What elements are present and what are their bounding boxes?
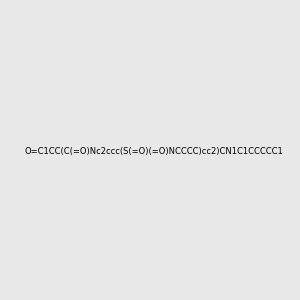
Text: O=C1CC(C(=O)Nc2ccc(S(=O)(=O)NCCCC)cc2)CN1C1CCCCC1: O=C1CC(C(=O)Nc2ccc(S(=O)(=O)NCCCC)cc2)CN… bbox=[24, 147, 283, 156]
